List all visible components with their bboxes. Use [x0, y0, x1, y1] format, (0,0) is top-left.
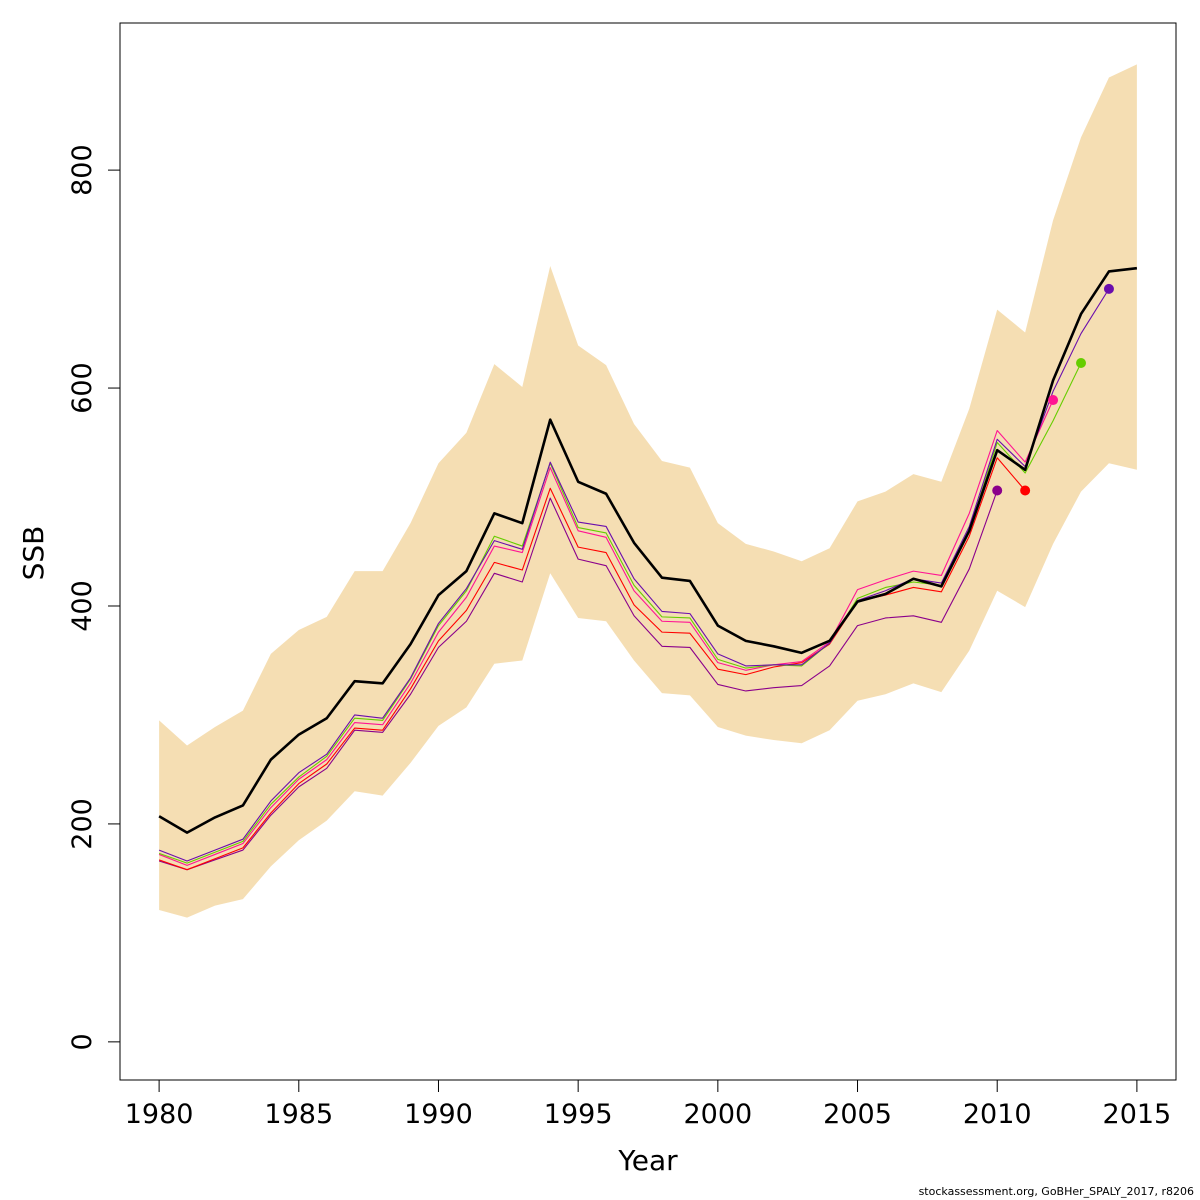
y-tick-label: 200 [67, 798, 98, 850]
series-line-peel-1 [158, 490, 998, 871]
series-end-point-5 [1103, 283, 1114, 294]
x-tick-label: 2005 [823, 1099, 892, 1130]
y-tick-label: 400 [67, 580, 98, 632]
x-tick-label: 1995 [544, 1099, 613, 1130]
y-tick-label: 800 [67, 144, 98, 196]
x-tick-label: 1985 [264, 1099, 333, 1130]
x-tick-label: 2010 [963, 1099, 1032, 1130]
y-tick-label: 0 [67, 1033, 98, 1050]
series-end-point-4 [1076, 357, 1087, 368]
series-line-peel-3 [158, 399, 1054, 866]
y-tick-label: 600 [67, 362, 98, 414]
x-tick-label: 1990 [404, 1099, 473, 1130]
x-tick-label: 2015 [1103, 1099, 1172, 1130]
footer-credit: stockassessment.org, GoBHer_SPALY_2017, … [918, 1185, 1194, 1198]
series-layer [158, 266, 1138, 871]
end-points-layer [992, 283, 1114, 496]
x-axis: 1980 1985 1990 1995 2000 2005 2010 2015 [125, 1079, 1172, 1130]
x-axis-title: Year [617, 1144, 678, 1177]
y-axis: 0 200 400 600 800 [67, 144, 121, 1050]
series-end-point-3 [1048, 395, 1059, 406]
series-end-point-1 [992, 485, 1003, 496]
series-line-peel-5 [158, 288, 1110, 862]
series-end-point-2 [1020, 485, 1031, 496]
confidence-band [159, 64, 1137, 918]
x-tick-label: 1980 [125, 1099, 194, 1130]
series-line-main [158, 266, 1138, 834]
x-tick-label: 2000 [683, 1099, 752, 1130]
confidence-band-layer [159, 64, 1137, 918]
y-axis-title: SSB [17, 526, 50, 581]
